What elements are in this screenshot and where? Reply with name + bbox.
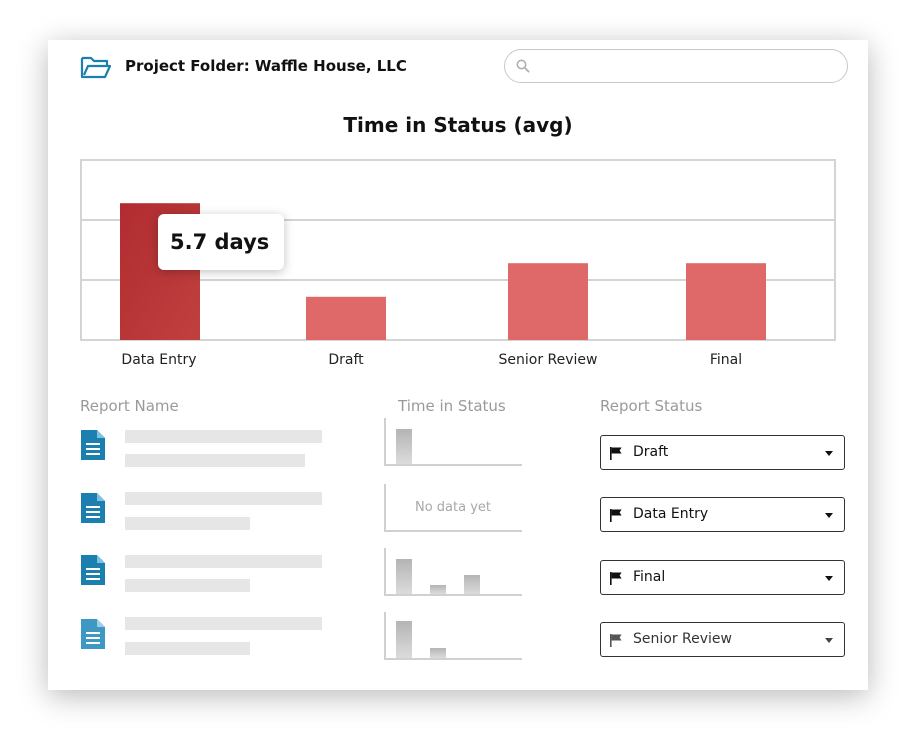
bar-final[interactable] <box>686 263 766 340</box>
x-tick-label: Senior Review <box>499 352 598 368</box>
folder-open-icon <box>80 56 112 79</box>
document-icon[interactable] <box>81 555 105 585</box>
x-tick-label: Data Entry <box>121 352 196 368</box>
report-subtitle-placeholder <box>125 642 250 655</box>
flag-icon <box>610 447 622 460</box>
mini-bar <box>396 621 412 658</box>
mini-bar <box>396 429 412 464</box>
bar-senior-review[interactable] <box>508 263 588 340</box>
x-tick-label: Draft <box>328 352 364 368</box>
chevron-down-icon <box>825 513 833 518</box>
bar-draft[interactable] <box>306 296 386 340</box>
mini-chart <box>384 418 522 466</box>
report-name-placeholder[interactable] <box>125 617 322 630</box>
search-input[interactable] <box>504 49 848 83</box>
report-subtitle-placeholder <box>125 454 305 467</box>
x-tick-label: Final <box>710 352 742 368</box>
column-header-report-name[interactable]: Report Name <box>80 397 179 415</box>
mini-bar <box>464 575 480 594</box>
time-in-status-chart: Data Entry Draft Senior Review Final <box>80 159 836 368</box>
mini-bar <box>396 559 412 594</box>
bar-tooltip: 5.7 days <box>158 214 284 270</box>
flag-icon <box>610 509 622 522</box>
document-icon[interactable] <box>81 430 105 460</box>
chevron-down-icon <box>825 638 833 643</box>
chart-frame <box>80 159 836 341</box>
column-header-report-status[interactable]: Report Status <box>600 397 703 415</box>
mini-chart <box>384 548 522 596</box>
mini-bar <box>430 585 446 594</box>
mini-chart: No data yet <box>384 484 522 532</box>
status-dropdown-data-entry[interactable]: Data Entry <box>600 497 845 532</box>
status-dropdown-draft[interactable]: Draft <box>600 435 845 470</box>
document-icon[interactable] <box>81 493 105 523</box>
mini-bar <box>430 648 446 658</box>
no-data-label: No data yet <box>414 500 491 515</box>
report-name-placeholder[interactable] <box>125 555 322 568</box>
status-dropdown-final[interactable]: Final <box>600 560 845 595</box>
chart-title: Time in Status (avg) <box>343 113 573 137</box>
report-name-placeholder[interactable] <box>125 492 322 505</box>
chevron-down-icon <box>825 451 833 456</box>
page-title: Project Folder: Waffle House, LLC <box>125 57 407 75</box>
column-header-time-in-status[interactable]: Time in Status <box>398 397 506 415</box>
report-subtitle-placeholder <box>125 517 250 530</box>
status-value: Data Entry <box>633 506 709 522</box>
chevron-down-icon <box>825 576 833 581</box>
search-icon <box>516 59 530 73</box>
flag-icon <box>610 572 622 585</box>
flag-icon <box>610 634 622 647</box>
status-value: Draft <box>633 444 669 460</box>
mini-chart <box>384 612 522 660</box>
status-value: Senior Review <box>633 631 732 647</box>
document-icon[interactable] <box>81 619 105 649</box>
report-subtitle-placeholder <box>125 579 250 592</box>
status-value: Final <box>633 569 666 585</box>
report-name-placeholder[interactable] <box>125 430 322 443</box>
status-dropdown-senior-review[interactable]: Senior Review <box>600 622 845 657</box>
